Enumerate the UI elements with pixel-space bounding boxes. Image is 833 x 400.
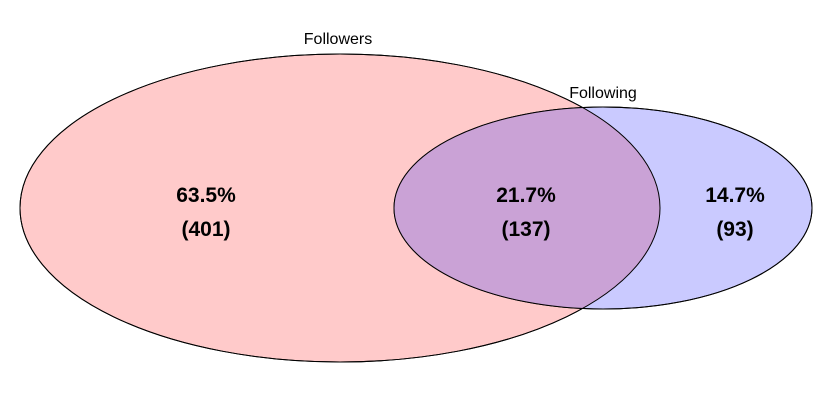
followers-set-label: Followers — [304, 31, 372, 48]
following-only-count: (93) — [716, 218, 753, 241]
followers-only-count: (401) — [181, 218, 230, 241]
following-only-percent: 14.7% — [705, 184, 765, 207]
following-set-label: Following — [569, 85, 637, 102]
both-percent: 21.7% — [496, 184, 556, 207]
overlap-region — [394, 107, 660, 309]
followers-outline — [19, 53, 661, 363]
followers-only-percent: 63.5% — [176, 184, 236, 207]
following-outline — [393, 106, 813, 310]
both-count: (137) — [501, 218, 550, 241]
